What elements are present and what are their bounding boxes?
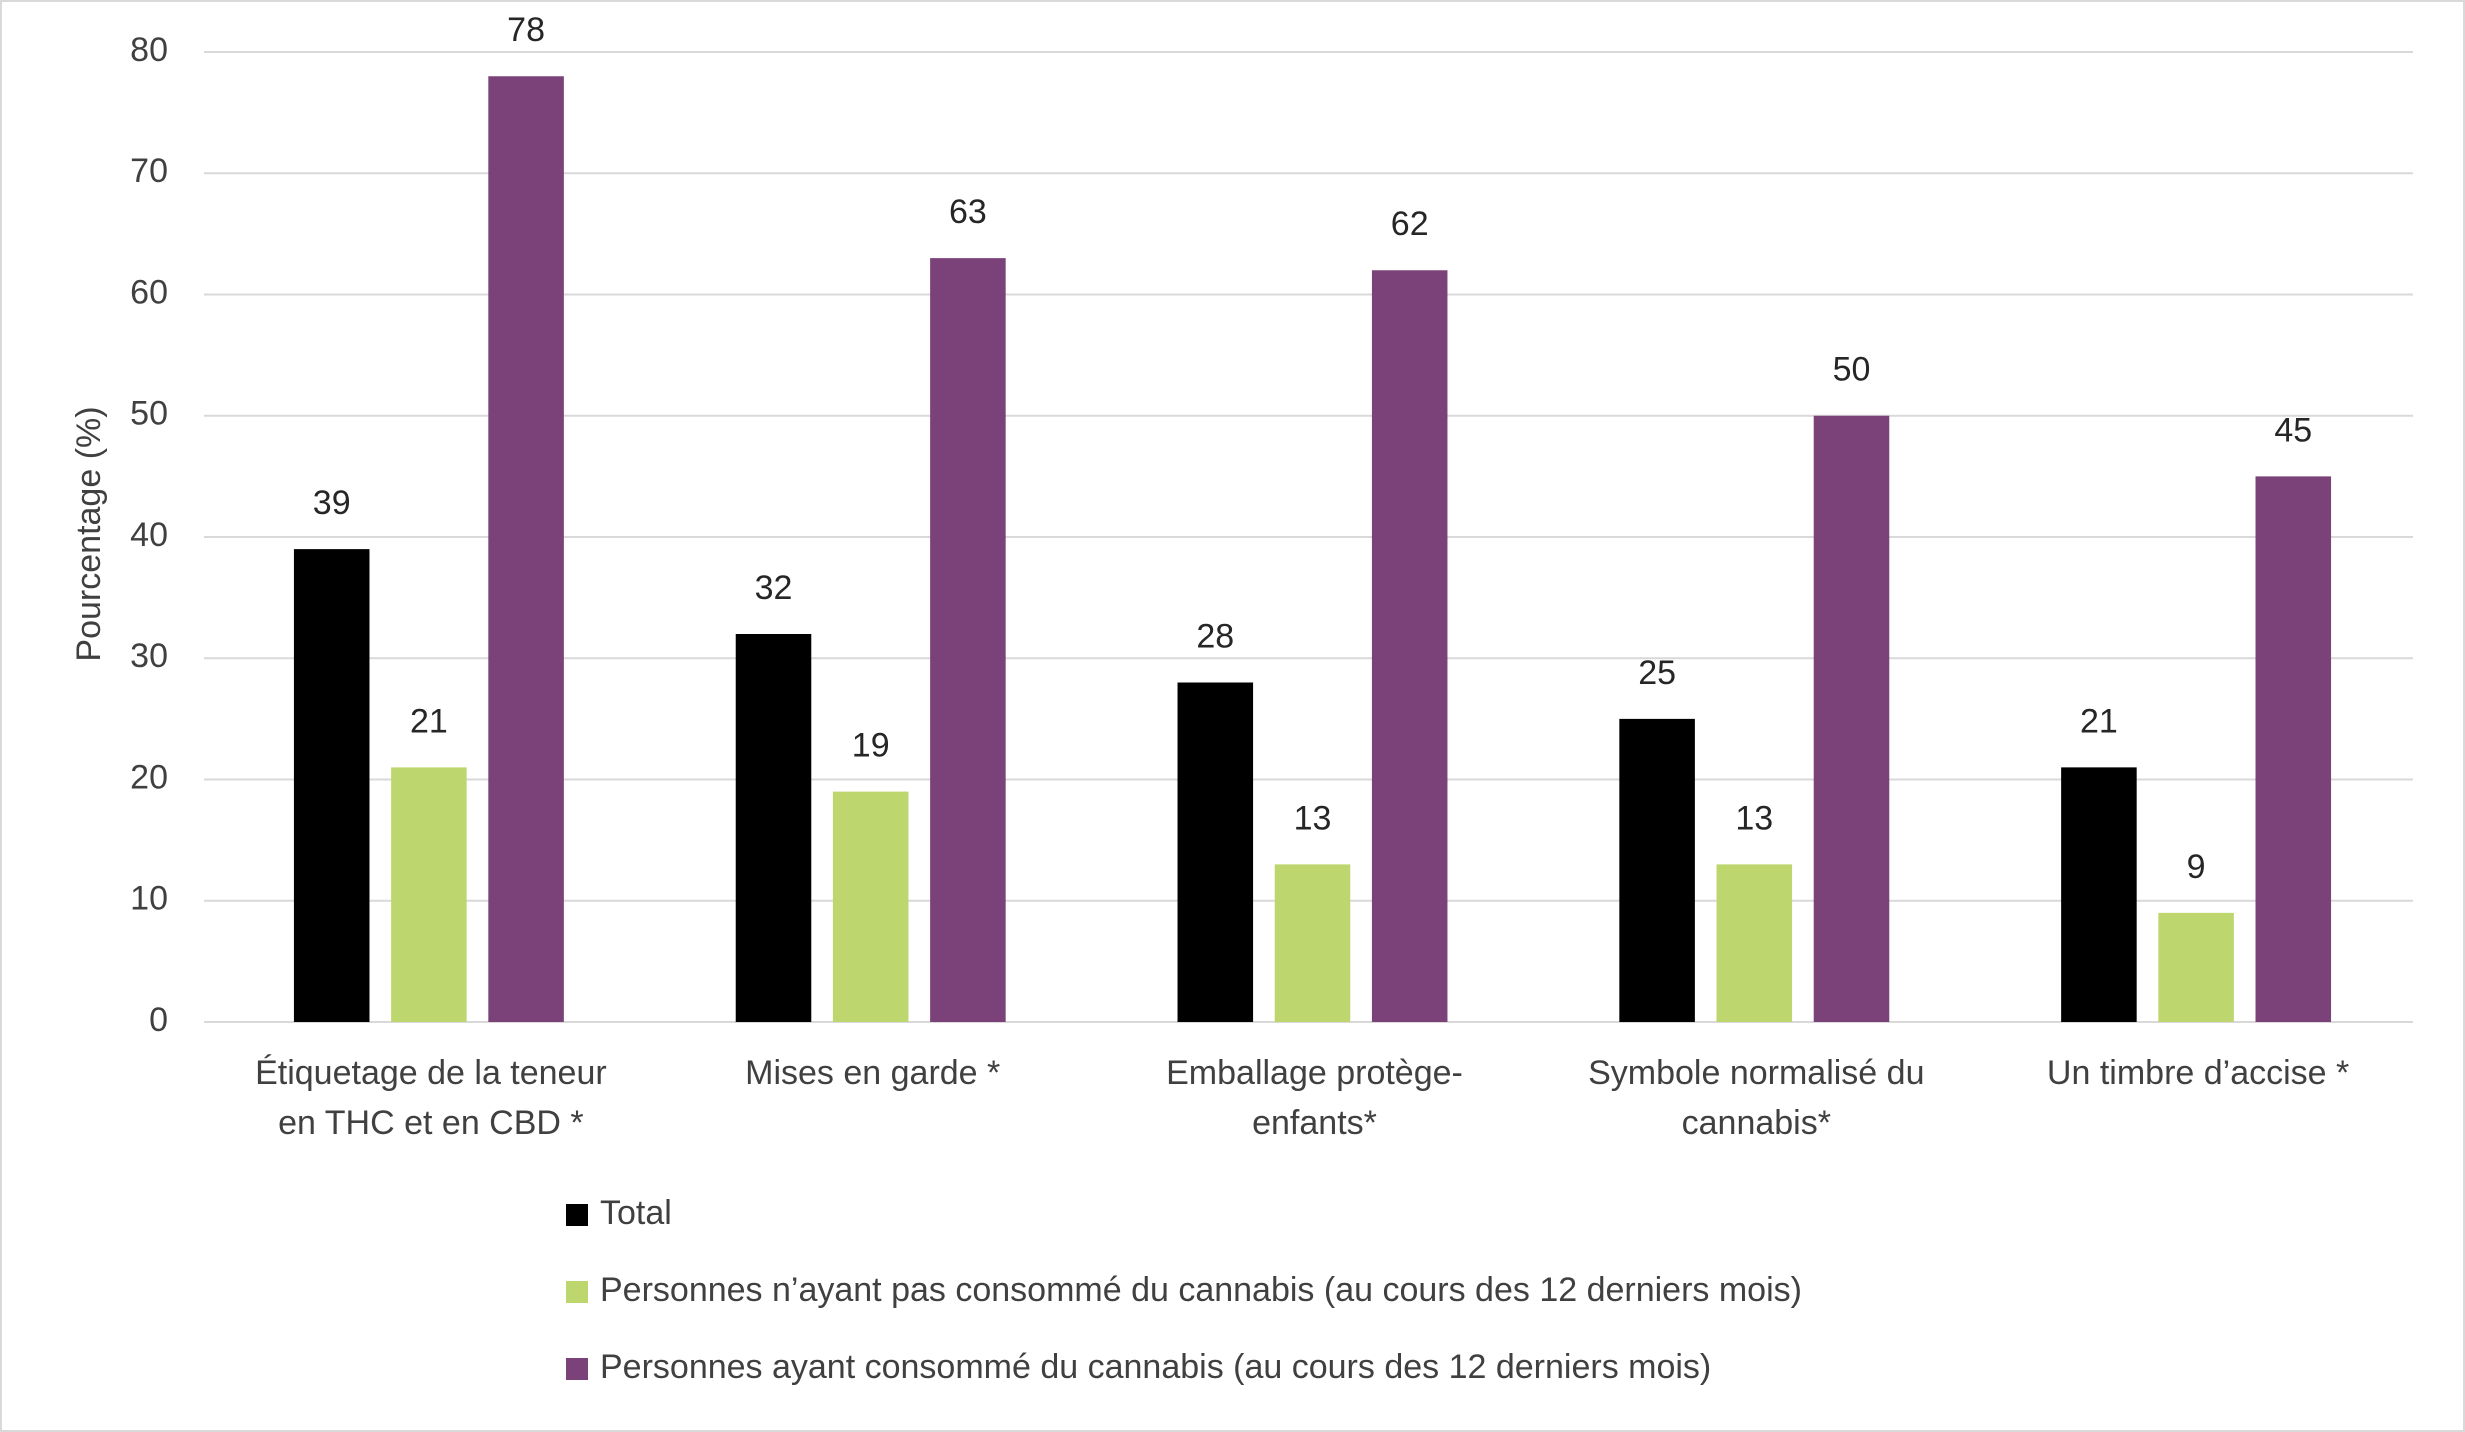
x-tick-label: Mises en garde * <box>745 1054 1000 1092</box>
bar <box>391 767 467 1022</box>
y-tick-label: 50 <box>130 395 168 433</box>
bar <box>735 634 812 1022</box>
x-tick-label: Emballage protège- <box>1166 1054 1463 1092</box>
data-label: 21 <box>2080 702 2118 740</box>
legend-swatch <box>566 1281 588 1303</box>
x-tick-label: enfants* <box>1252 1104 1377 1142</box>
data-label: 13 <box>1735 799 1773 837</box>
bar <box>832 791 909 1022</box>
bar <box>2255 476 2332 1022</box>
data-label: 63 <box>949 193 987 231</box>
legend-label: Personnes ayant consommé du cannabis (au… <box>600 1348 1711 1386</box>
y-tick-label: 20 <box>130 758 168 796</box>
data-label: 21 <box>410 702 448 740</box>
x-tick-label: Un timbre d’accise * <box>2047 1054 2349 1092</box>
bar <box>2061 767 2137 1022</box>
data-label: 78 <box>507 11 545 49</box>
bar <box>1274 864 1351 1022</box>
data-label: 62 <box>1391 205 1429 243</box>
bar <box>488 76 564 1022</box>
x-tick-label: Symbole normalisé du <box>1588 1054 1924 1092</box>
x-tick-label: cannabis* <box>1682 1104 1831 1142</box>
y-tick-label: 60 <box>130 273 168 311</box>
bar <box>2158 912 2234 1022</box>
y-tick-label: 70 <box>130 152 168 190</box>
bar <box>1716 864 1793 1022</box>
legend-swatch <box>566 1358 588 1380</box>
y-axis-title: Pourcentage (%) <box>70 406 108 661</box>
legend-label: Personnes n’ayant pas consommé du cannab… <box>600 1271 1802 1309</box>
y-tick-label: 40 <box>130 516 168 554</box>
bar <box>293 549 370 1022</box>
bar <box>930 258 1006 1022</box>
x-tick-label: en THC et en CBD * <box>278 1104 584 1142</box>
y-tick-label: 30 <box>130 637 168 675</box>
data-label: 28 <box>1196 617 1234 655</box>
bar <box>1177 682 1254 1022</box>
bar <box>1619 718 1695 1022</box>
bar <box>1371 270 1448 1022</box>
data-label: 32 <box>755 569 793 607</box>
y-tick-label: 10 <box>130 880 168 918</box>
data-label: 9 <box>2187 848 2206 886</box>
y-tick-label: 0 <box>149 1001 168 1039</box>
data-label: 19 <box>852 727 890 765</box>
data-label: 25 <box>1638 654 1676 692</box>
data-label: 45 <box>2274 411 2312 449</box>
y-tick-label: 80 <box>130 31 168 69</box>
legend-label: Total <box>600 1194 672 1232</box>
x-tick-label: Étiquetage de la teneur <box>255 1054 607 1092</box>
data-label: 13 <box>1294 799 1332 837</box>
data-label: 39 <box>313 484 351 522</box>
bar <box>1813 415 1890 1022</box>
data-label: 50 <box>1833 351 1871 389</box>
legend-swatch <box>566 1204 588 1226</box>
